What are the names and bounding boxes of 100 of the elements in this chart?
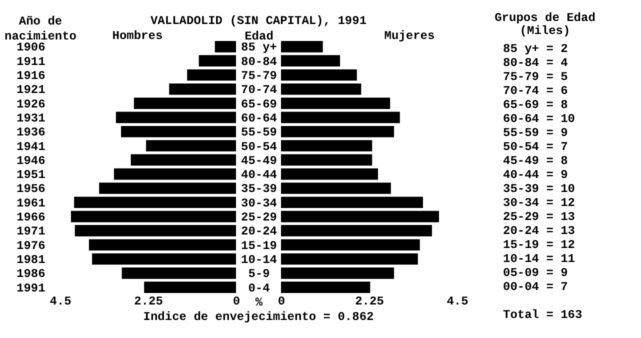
y-tick-label: 30-34 [240, 196, 278, 210]
y-tick-label: 20-24 [240, 224, 278, 239]
y-tick-label: 70-74 [240, 83, 278, 98]
bar [99, 182, 236, 194]
y-tick-label: 35-39 [240, 182, 278, 196]
text: 05-09 = 9 [503, 266, 568, 280]
y-tick-label: 65-69 [240, 97, 278, 112]
y-tick-label: 1961 [16, 196, 46, 210]
bar [281, 225, 432, 236]
y-tick-label: 1916 [16, 68, 46, 83]
x-tick-label: 2.25 [134, 294, 163, 308]
bar [214, 41, 236, 52]
text: 20-24 = 13 [503, 224, 576, 238]
y-tick-label: 75-79 [240, 68, 278, 83]
x-tick-label: 4.5 [50, 294, 72, 308]
y-tick-label: 1956 [16, 182, 46, 196]
bar [114, 168, 236, 180]
bar [92, 253, 236, 265]
y-tick-label: 1936 [16, 126, 46, 140]
y-tick-label: 80-84 [240, 54, 278, 69]
y-tick-label: 1931 [16, 111, 46, 126]
bar [169, 83, 236, 95]
text: 70-74 = 6 [503, 84, 568, 98]
bar [187, 69, 236, 81]
x-tick-label: 0 [232, 294, 240, 308]
y-tick-label: 1991 [16, 281, 46, 296]
y-tick-label: 1966 [16, 210, 46, 225]
text: Hombres [112, 29, 163, 43]
text: 00-04 = 7 [503, 280, 568, 294]
bar [281, 154, 372, 166]
bar [281, 41, 323, 52]
bar [281, 140, 372, 152]
text: 15-19 = 12 [503, 238, 576, 252]
text: 60-64 = 10 [503, 112, 576, 126]
text: 10-14 = 11 [503, 252, 576, 266]
text: 40-44 = 9 [503, 168, 568, 182]
y-tick-label: 50-54 [240, 140, 278, 154]
text: Mujeres [384, 29, 435, 43]
y-tick-label: 5-9 [248, 267, 270, 282]
y-tick-label: 15-19 [240, 238, 278, 253]
x-tick-label: 0 [278, 294, 286, 308]
bar [70, 210, 236, 222]
bar [146, 140, 236, 152]
text: 30-34 = 12 [503, 196, 576, 210]
bar [134, 98, 236, 109]
y-tick-label: 1951 [16, 168, 46, 182]
y-tick-label: 1906 [16, 40, 46, 55]
text: 50-54 = 7 [503, 140, 568, 154]
bar [281, 268, 394, 279]
bar [74, 196, 236, 208]
y-tick-label: 1941 [16, 140, 46, 154]
text: 25-29 = 13 [503, 210, 576, 224]
y-tick-label: 55-59 [240, 126, 278, 140]
y-tick-label: 85 y+ [240, 40, 278, 55]
text: Total = 163 [503, 308, 582, 322]
bar [281, 98, 390, 109]
y-tick-label: 60-64 [240, 111, 278, 126]
bar [198, 55, 236, 66]
y-tick-label: 1986 [16, 267, 46, 282]
bar [281, 182, 391, 194]
bar [281, 196, 423, 208]
y-tick-label: 1921 [16, 83, 46, 98]
text: Grupos de Edad [494, 11, 596, 25]
bar [281, 239, 420, 251]
x-tick-label: 2.25 [355, 294, 384, 308]
text: 45-49 = 8 [503, 154, 568, 168]
text: 85 y+ = 2 [503, 42, 568, 56]
bar [281, 126, 394, 138]
text: 35-39 = 10 [503, 182, 576, 196]
y-tick-label: 10-14 [240, 253, 278, 268]
y-tick-label: 1971 [16, 224, 46, 239]
bar [281, 168, 378, 180]
text: 75-79 = 5 [503, 70, 568, 84]
bar [130, 154, 236, 166]
text: 80-84 = 4 [503, 56, 568, 70]
bar [281, 253, 418, 265]
bar [116, 112, 236, 124]
bar [88, 239, 236, 251]
x-axis-title: % [255, 296, 264, 310]
y-tick-label: 45-49 [240, 154, 278, 168]
y-tick-label: 0-4 [248, 281, 270, 296]
bar [281, 282, 370, 293]
y-tick-label: 25-29 [240, 210, 278, 225]
bar [281, 210, 440, 222]
y-axis-title: Año de nacimiento [4, 14, 77, 44]
x-tick-label: 4.5 [446, 294, 468, 308]
text: 65-69 = 8 [503, 98, 568, 112]
bar [281, 55, 340, 66]
text: 55-59 = 9 [503, 126, 568, 140]
bar [121, 126, 236, 138]
y-tick-label: 1911 [16, 54, 46, 69]
y-tick-label: 1926 [16, 97, 46, 112]
bar [281, 112, 400, 124]
bar [144, 282, 236, 293]
chart-title: VALLADOLID (SIN CAPITAL), 1991 [150, 14, 367, 28]
y-axis-title: Edad [244, 30, 274, 44]
bar [122, 268, 236, 279]
bar [281, 69, 357, 81]
bar [74, 225, 236, 236]
y-tick-label: 1981 [16, 253, 46, 268]
